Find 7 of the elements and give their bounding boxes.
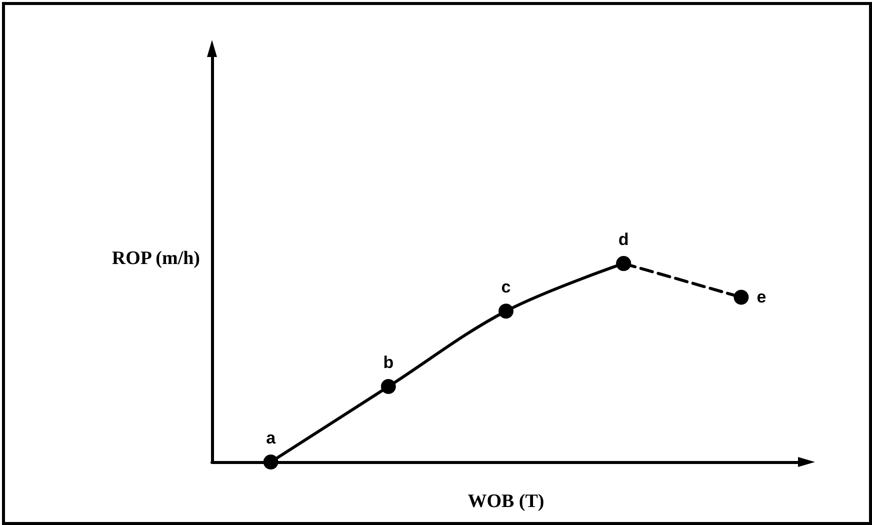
annotation: e [756,288,766,307]
x-axis-title: WOB (T) [468,491,544,512]
annotation: a [266,428,276,448]
text: d [618,230,629,249]
y-axis-title: ROP (m/h) [112,248,200,269]
annotation: c [501,278,511,297]
annotation: b [383,353,394,372]
